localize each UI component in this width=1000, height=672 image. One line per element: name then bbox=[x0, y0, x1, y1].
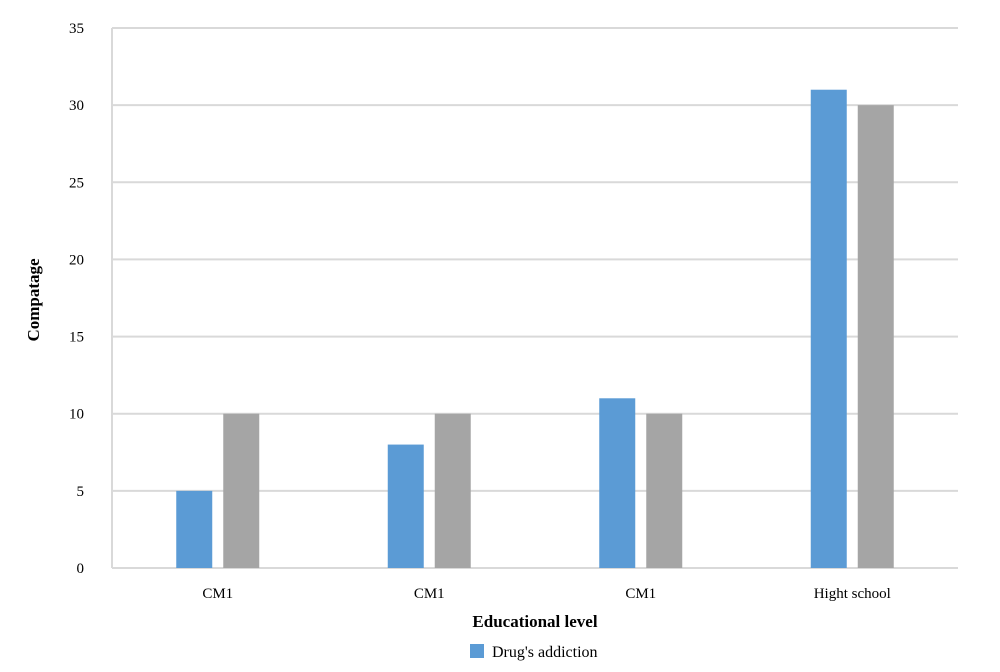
y-tick-label: 5 bbox=[77, 484, 85, 500]
y-tick-labels: 0 5 10 15 20 25 30 35 bbox=[69, 21, 84, 577]
bar-series-2 bbox=[434, 413, 471, 568]
bar-series-1 bbox=[387, 444, 424, 568]
x-axis-title: Educational level bbox=[472, 612, 597, 631]
x-tick-label: CM1 bbox=[202, 586, 233, 602]
x-tick-labels: CM1 CM1 CM1 Hight school bbox=[202, 586, 890, 602]
bars bbox=[176, 89, 894, 569]
x-tick-label: CM1 bbox=[625, 586, 656, 602]
bar-series-2 bbox=[223, 413, 260, 568]
y-tick-label: 10 bbox=[69, 407, 84, 423]
legend: Drug's addiction bbox=[470, 644, 598, 661]
y-tick-label: 15 bbox=[69, 330, 84, 346]
y-axis-title: Compatage bbox=[24, 258, 43, 342]
y-tick-label: 20 bbox=[69, 252, 84, 268]
y-tick-label: 0 bbox=[77, 561, 85, 577]
bar-series-1 bbox=[810, 89, 847, 568]
bar-series-2 bbox=[857, 105, 894, 569]
legend-label-drugs-addiction: Drug's addiction bbox=[492, 644, 598, 661]
y-tick-label: 35 bbox=[69, 21, 84, 37]
x-tick-label: Hight school bbox=[814, 586, 891, 602]
y-tick-label: 30 bbox=[69, 98, 84, 114]
x-tick-label: CM1 bbox=[414, 586, 445, 602]
bar-series-1 bbox=[176, 490, 213, 568]
bar-series-1 bbox=[599, 398, 636, 568]
bar-series-2 bbox=[646, 413, 683, 568]
legend-swatch-drugs-addiction bbox=[470, 644, 484, 658]
y-tick-label: 25 bbox=[69, 175, 84, 191]
